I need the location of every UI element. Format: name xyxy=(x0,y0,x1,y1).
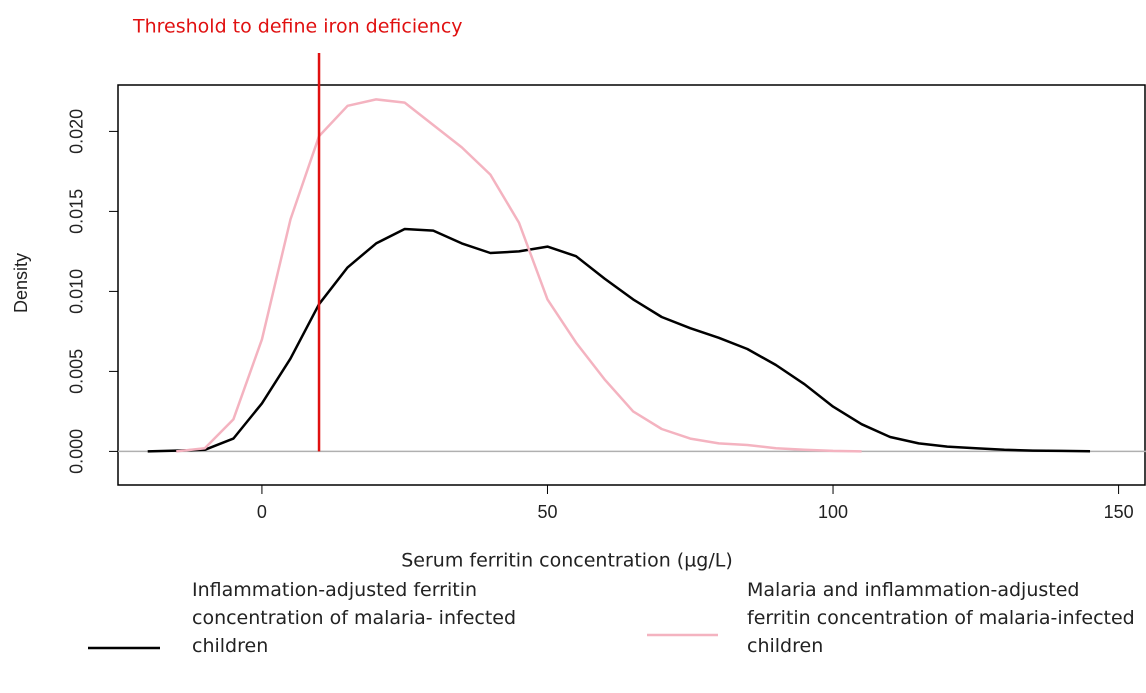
x-axis-label: Serum ferritin concentration (µg/L) xyxy=(401,550,733,572)
y-tick-label: 0.010 xyxy=(67,269,87,314)
annotation: Threshold to define iron deficiency xyxy=(132,16,463,38)
legend-label: Malaria and inflammation-adjusted ferrit… xyxy=(747,579,1135,657)
y-tick-label: 0.020 xyxy=(67,109,87,154)
y-tick-label: 0.005 xyxy=(67,349,87,394)
density-line xyxy=(147,227,1091,453)
y-axis-label: Density xyxy=(11,253,31,313)
x-tick-label: 100 xyxy=(818,502,848,522)
density-line xyxy=(176,98,862,453)
x-tick-label: 0 xyxy=(257,502,267,522)
y-tick-label: 0.000 xyxy=(67,429,87,474)
legend-label: Inflammation-adjusted ferritin concentra… xyxy=(192,579,517,657)
y-tick-label: 0.015 xyxy=(67,189,87,234)
x-tick-label: 150 xyxy=(1104,502,1134,522)
plot-frame xyxy=(117,84,1146,486)
x-tick-label: 50 xyxy=(537,502,557,522)
